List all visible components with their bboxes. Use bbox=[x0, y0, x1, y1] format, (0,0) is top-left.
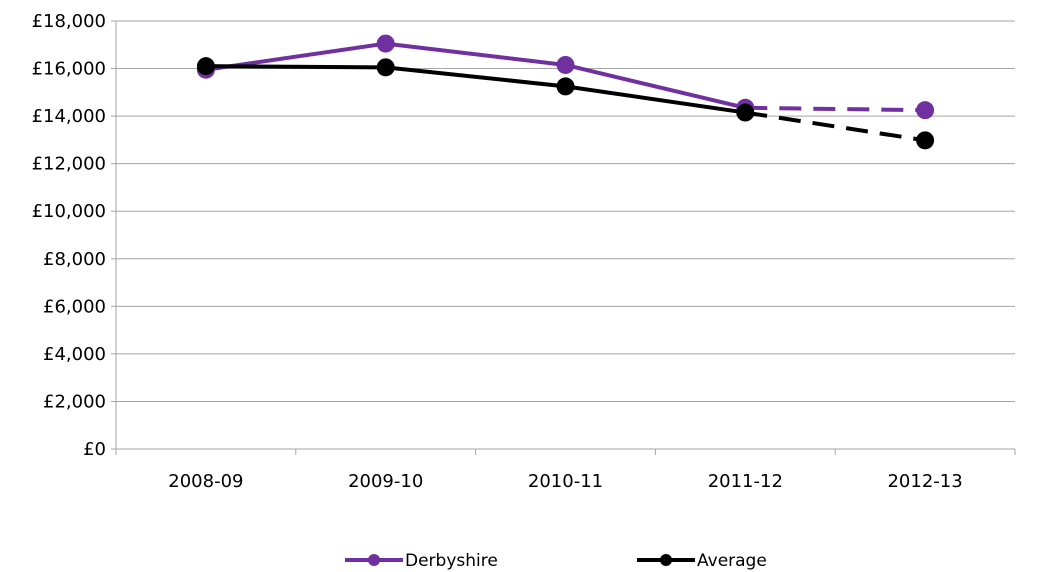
data-point bbox=[376, 34, 395, 53]
y-tick-label: £8,000 bbox=[43, 249, 106, 270]
series-line bbox=[205, 41, 746, 110]
gridlines bbox=[116, 20, 1015, 402]
y-tick-label: £4,000 bbox=[43, 344, 106, 365]
series-derbyshire bbox=[196, 34, 935, 120]
x-tick-label: 2008-09 bbox=[168, 471, 243, 492]
x-axis-tick-labels: 2008-09 2009-10 2010-11 2011-12 2012-13 bbox=[168, 471, 962, 492]
x-tick-label: 2010-11 bbox=[528, 471, 603, 492]
y-tick-label: £18,000 bbox=[32, 11, 106, 32]
y-tick-label: £6,000 bbox=[43, 296, 106, 317]
data-point bbox=[556, 77, 575, 96]
data-point bbox=[916, 101, 935, 120]
x-tick-label: 2011-12 bbox=[708, 471, 783, 492]
axes bbox=[111, 20, 1016, 455]
legend-item-derbyshire: Derbyshire bbox=[345, 551, 498, 571]
legend-swatch-marker bbox=[660, 554, 672, 566]
series-line bbox=[205, 64, 746, 115]
data-point bbox=[736, 103, 755, 122]
data-point bbox=[556, 55, 575, 74]
y-axis-tick-labels: £0 £2,000 £4,000 £6,000 £8,000 £10,000 £12,000… bbox=[32, 11, 106, 460]
legend: Derbyshire Average bbox=[345, 551, 767, 571]
y-tick-label: £12,000 bbox=[32, 154, 106, 175]
legend-item-average: Average bbox=[637, 551, 767, 571]
y-tick-label: £10,000 bbox=[32, 201, 106, 222]
data-point bbox=[196, 57, 215, 76]
y-tick-label: £2,000 bbox=[43, 391, 106, 412]
y-tick-label: £14,000 bbox=[32, 106, 106, 127]
legend-label: Average bbox=[697, 551, 767, 571]
legend-label: Derbyshire bbox=[405, 551, 498, 571]
series-layer bbox=[196, 34, 935, 150]
x-tick-label: 2009-10 bbox=[348, 471, 423, 492]
series-average bbox=[196, 57, 935, 150]
series-line-projected bbox=[745, 105, 926, 113]
y-tick-label: £16,000 bbox=[32, 59, 106, 80]
y-tick-label: £0 bbox=[83, 439, 106, 460]
series-line-projected bbox=[744, 110, 926, 143]
x-tick-label: 2012-13 bbox=[887, 471, 962, 492]
data-point bbox=[376, 58, 395, 77]
data-point bbox=[916, 131, 935, 150]
legend-swatch-marker bbox=[368, 554, 380, 566]
